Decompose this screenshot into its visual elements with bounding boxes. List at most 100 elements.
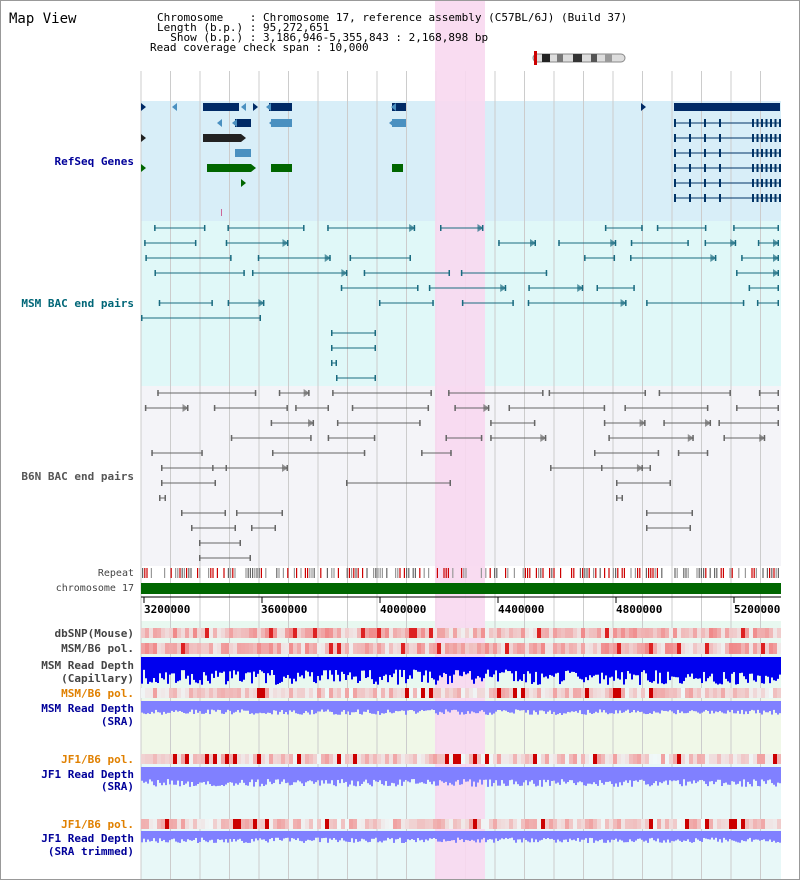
b6n-bac-pair-end <box>663 420 665 426</box>
heat-cell <box>425 628 429 638</box>
heat-cell <box>209 688 213 698</box>
depth-bar <box>649 831 651 839</box>
depth-bar <box>617 831 619 842</box>
depth-bar <box>697 657 699 679</box>
depth-bar <box>413 767 415 780</box>
depth-bar <box>313 657 315 682</box>
depth-bar <box>777 657 779 679</box>
depth-bar <box>695 831 697 839</box>
vertical-scrollbar[interactable] <box>781 1 799 879</box>
track-label-jf1-depth-trim[interactable]: JF1 Read Depth <box>41 832 134 845</box>
track-label-repeat[interactable]: Repeat <box>97 568 134 579</box>
heat-cell <box>441 628 445 638</box>
depth-bar <box>261 831 263 840</box>
depth-bar <box>455 657 457 671</box>
depth-bar <box>613 701 615 714</box>
heat-cell <box>713 643 717 654</box>
heat-cell <box>301 754 305 764</box>
repeat-element <box>524 568 526 578</box>
depth-bar <box>391 767 393 783</box>
depth-bar <box>527 701 529 711</box>
depth-bar <box>737 657 739 685</box>
track-label-jf1-b6-pol-2[interactable]: JF1/B6 pol. <box>61 818 134 831</box>
heat-cell <box>221 628 225 638</box>
depth-bar <box>759 701 761 713</box>
heat-cell <box>461 688 465 698</box>
repeat-element <box>716 568 718 578</box>
depth-bar <box>347 657 349 676</box>
heat-cell <box>325 643 329 654</box>
heat-cell <box>681 628 685 638</box>
msm-bac-pair-end <box>141 315 143 321</box>
heat-cell <box>149 688 153 698</box>
depth-bar <box>517 831 519 840</box>
heat-cell <box>541 643 545 654</box>
depth-bar <box>715 831 717 838</box>
depth-bar <box>423 767 425 784</box>
heat-cell <box>597 688 601 698</box>
depth-bar <box>497 767 499 786</box>
heat-cell <box>473 754 477 764</box>
depth-bar <box>569 701 571 713</box>
depth-bar <box>523 831 525 839</box>
heat-cell <box>425 819 429 829</box>
track-label-dbsnp[interactable]: dbSNP(Mouse) <box>54 627 134 640</box>
heat-cell <box>233 688 237 698</box>
heat-cell <box>445 628 449 638</box>
depth-bar <box>567 767 569 783</box>
b6n-bac-pair-end <box>657 450 660 456</box>
track-label-chromosome[interactable]: chromosome 17 <box>55 583 134 594</box>
depth-bar <box>707 831 709 840</box>
depth-bar <box>475 701 477 714</box>
heat-cell <box>173 643 177 654</box>
depth-bar <box>407 657 409 680</box>
depth-bar <box>605 831 607 843</box>
heat-cell <box>321 819 325 829</box>
depth-bar <box>339 767 341 784</box>
heat-cell <box>749 643 753 654</box>
depth-bar <box>487 657 489 670</box>
track-label-msm-b6-pol-2[interactable]: MSM/B6 pol. <box>61 687 134 700</box>
heat-cell <box>649 628 653 638</box>
b6n-bac-pair-end <box>373 435 376 441</box>
heat-cell <box>241 754 245 764</box>
depth-bar <box>315 831 317 838</box>
heat-cell <box>557 628 561 638</box>
track-label-refseq[interactable]: RefSeq Genes <box>54 155 134 168</box>
heat-cell <box>517 754 521 764</box>
depth-bar <box>291 701 293 712</box>
track-label-msm-b6-pol-1[interactable]: MSM/B6 pol. <box>61 642 134 655</box>
heat-cell <box>405 754 409 764</box>
track-label-jf1-depth-sra[interactable]: JF1 Read Depth <box>41 768 134 781</box>
heat-cell <box>769 628 773 638</box>
heat-cell <box>181 819 185 829</box>
track-label-jf1-b6-pol-1[interactable]: JF1/B6 pol. <box>61 753 134 766</box>
depth-bar <box>389 657 391 676</box>
track-label-b6n-bac[interactable]: B6N BAC end pairs <box>21 470 134 483</box>
depth-bar <box>235 701 237 712</box>
depth-bar <box>293 657 295 679</box>
heat-cell <box>665 754 669 764</box>
depth-bar <box>553 701 555 712</box>
depth-bar <box>373 831 375 839</box>
heat-cell <box>645 628 649 638</box>
heat-cell <box>177 628 181 638</box>
depth-bar <box>631 831 633 842</box>
heat-cell <box>337 819 341 829</box>
refseq-exon <box>770 179 772 187</box>
depth-bar <box>715 767 717 782</box>
depth-bar <box>221 701 223 714</box>
heat-cell <box>177 819 181 829</box>
heat-cell <box>293 628 297 638</box>
depth-bar <box>649 767 651 787</box>
track-label-msm-depth-cap[interactable]: MSM Read Depth <box>41 659 134 672</box>
track-label-msm-bac[interactable]: MSM BAC end pairs <box>21 297 134 310</box>
depth-bar <box>311 657 313 673</box>
heat-cell <box>369 628 373 638</box>
depth-bar <box>341 701 343 712</box>
depth-bar <box>629 767 631 781</box>
track-label-msm-depth-sra[interactable]: MSM Read Depth <box>41 702 134 715</box>
depth-bar <box>143 701 145 714</box>
depth-bar <box>393 767 395 784</box>
depth-bar <box>361 701 363 715</box>
